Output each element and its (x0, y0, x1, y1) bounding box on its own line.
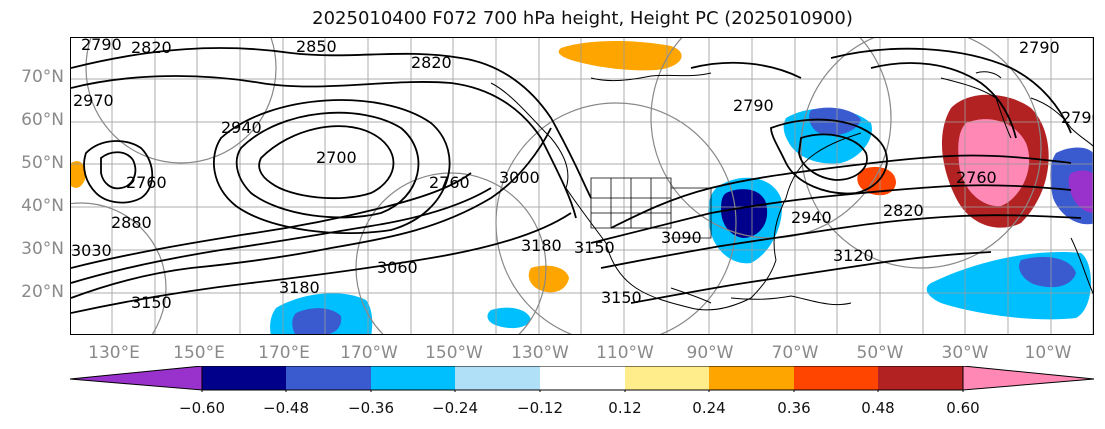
colorbar-segment (70, 366, 203, 391)
colorbar (70, 366, 1095, 392)
colorbar-segment (794, 366, 878, 390)
colorbar-tick-label: 0.24 (692, 399, 726, 417)
lon-label: 170°E (258, 343, 310, 363)
colorbar-tick-label: −0.24 (432, 399, 478, 417)
positive-anomaly-east-asia (71, 161, 86, 188)
graticule (71, 38, 1093, 334)
positive-anomaly-arctic (558, 41, 682, 71)
map-panel: 2790 2820 2850 2820 2970 2940 2700 2760 … (70, 37, 1094, 335)
contour-label: 2880 (111, 213, 152, 232)
colorbar-segment (625, 366, 709, 390)
colorbar-tick-label: 0.36 (777, 399, 811, 417)
lat-label: 60°N (21, 110, 64, 130)
negative-anomaly-subtropical-atlantic-core (1019, 256, 1076, 288)
contour-label: 3180 (521, 236, 562, 255)
negative-anomaly-eastern-us-core (721, 189, 768, 238)
contour-label: 2820 (883, 201, 924, 220)
lon-label: 130°W (511, 343, 569, 363)
reference-circles (71, 38, 1042, 334)
contour-label: 2760 (429, 173, 470, 192)
colorbar-segment (962, 366, 1095, 391)
contour-label: 2850 (296, 38, 337, 56)
lon-label: 30°W (941, 343, 989, 363)
positive-anomaly-central-atlantic (857, 166, 896, 196)
contour-label: 2820 (411, 53, 452, 72)
colorbar-segment (286, 366, 371, 390)
map-canvas: 2790 2820 2850 2820 2970 2940 2700 2760 … (71, 38, 1094, 334)
colorbar-tick-label: −0.12 (517, 399, 563, 417)
colorbar-tick-label: −0.48 (263, 399, 309, 417)
contour-label: 2820 (131, 38, 172, 57)
contour-label: 2940 (791, 208, 832, 227)
contour-label: 2790 (81, 38, 122, 54)
negative-anomaly-europe-core (1068, 170, 1093, 213)
lon-label: 10°W (1024, 343, 1072, 363)
contour-label: 3000 (499, 168, 540, 187)
lon-label: 170°W (340, 343, 398, 363)
colorbar-tick-label: −0.60 (179, 399, 225, 417)
colorbar-tick-label: 0.12 (608, 399, 642, 417)
lat-label: 20°N (21, 282, 64, 302)
colorbar-segment (878, 366, 963, 390)
colorbar-tick-label: −0.36 (348, 399, 394, 417)
contour-label: 3120 (833, 246, 874, 265)
colorbar-segment (455, 366, 540, 390)
contour-label: 3060 (377, 258, 418, 277)
positive-anomaly-mexico (528, 265, 569, 293)
colorbar-segment (371, 366, 455, 390)
contour-labels: 2790 2820 2850 2820 2970 2940 2700 2760 … (71, 38, 1094, 312)
contour-label: 2700 (316, 148, 357, 167)
lon-label: 150°E (173, 343, 225, 363)
map-title: 2025010400 F072 700 hPa height, Height P… (312, 8, 853, 29)
lon-label: 90°W (686, 343, 734, 363)
colorbar-segment (540, 366, 625, 390)
contour-label: 2790 (733, 96, 774, 115)
lat-label: 40°N (21, 196, 64, 216)
contour-label: 2940 (221, 118, 262, 137)
colorbar-segment (202, 366, 286, 390)
contour-label: 2790 (1019, 38, 1060, 57)
lat-label: 30°N (21, 239, 64, 259)
lon-label: 150°W (425, 343, 483, 363)
contour-label: 2970 (73, 91, 114, 110)
contour-label: 3150 (601, 288, 642, 307)
colorbar-segment (709, 366, 794, 390)
lon-label: 110°W (596, 343, 654, 363)
negative-anomaly-tropical-pacific-core (292, 308, 342, 334)
lon-label: 70°W (771, 343, 819, 363)
lat-label: 70°N (21, 67, 64, 87)
contour-label: 3150 (131, 293, 172, 312)
colorbar-tick-label: 0.60 (946, 399, 980, 417)
height-pc-shading (71, 41, 1093, 334)
lat-label: 50°N (21, 153, 64, 173)
contour-label: 3180 (279, 278, 320, 297)
height-contours (71, 47, 1082, 314)
colorbar-tick-label: 0.48 (861, 399, 895, 417)
contour-label: 3030 (71, 241, 112, 260)
negative-anomaly-hawaii (487, 307, 531, 329)
contour-label: 2790 (1061, 108, 1094, 127)
lon-label: 50°W (856, 343, 904, 363)
contour-label: 3090 (661, 228, 702, 247)
contour-label: 3150 (574, 238, 615, 257)
contour-label: 2760 (126, 173, 167, 192)
lon-label: 130°E (88, 343, 140, 363)
contour-label: 2760 (956, 168, 997, 187)
